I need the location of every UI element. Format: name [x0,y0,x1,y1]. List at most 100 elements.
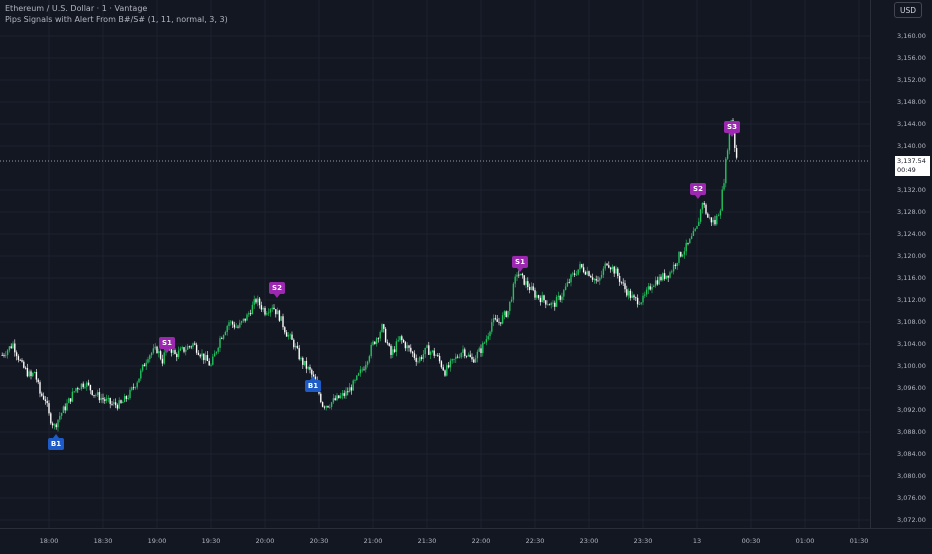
sell-signal-s1[interactable]: S1 [512,256,528,272]
up-candle [289,334,291,336]
up-candle [149,355,151,360]
down-candle [494,318,497,320]
down-candle [309,367,311,370]
price-tick-label: 3,160.00 [897,32,926,40]
down-candle [465,356,468,357]
up-candle [692,230,695,237]
buy-signal-b1[interactable]: B1 [305,376,321,392]
down-candle [390,345,392,355]
up-candle [424,347,426,355]
up-candle [672,264,675,272]
up-candle [105,398,108,401]
up-candle [644,294,646,296]
down-candle [413,353,416,358]
down-candle [618,275,621,282]
time-tick-label: 19:00 [147,537,167,545]
up-candle [213,353,216,357]
time-tick-label: 20:00 [255,537,275,545]
up-candle [530,286,533,291]
down-candle [291,334,293,340]
up-candle [451,359,453,361]
up-candle [78,388,81,390]
down-candle [469,354,471,358]
up-candle [71,391,74,402]
up-candle [287,335,290,337]
down-candle [104,399,106,401]
currency-button[interactable]: USD [894,2,922,18]
down-candle [374,341,376,345]
down-candle [539,297,542,303]
down-candle [278,310,281,321]
price-tick-label: 3,120.00 [897,252,926,260]
down-candle [102,397,104,400]
down-candle [120,400,122,403]
down-candle [231,321,234,325]
down-candle [255,299,257,303]
up-candle [248,313,250,315]
sell-signal-s2[interactable]: S2 [690,183,706,199]
down-candle [383,324,385,329]
down-candle [734,133,736,149]
buy-signal-b1[interactable]: B1 [48,434,64,450]
price-tick-label: 3,116.00 [897,274,926,282]
up-candle [266,313,268,315]
up-candle [570,274,572,283]
down-candle [347,391,349,393]
down-candle [440,361,443,368]
up-candle [366,361,369,365]
up-candle [204,355,207,361]
down-candle [37,379,39,383]
up-candle [129,389,131,399]
up-candle [230,321,232,323]
down-candle [321,402,324,407]
sell-signal-s2[interactable]: S2 [269,282,285,298]
up-candle [158,351,160,354]
down-candle [311,369,313,375]
up-candle [638,304,641,305]
price-tick-label: 3,124.00 [897,230,926,238]
down-candle [338,395,340,399]
down-candle [305,360,308,369]
up-candle [219,338,221,348]
sell-signal-s1[interactable]: S1 [159,337,175,353]
down-candle [629,290,632,298]
down-candle [64,406,66,411]
up-candle [215,351,218,354]
indicator-title[interactable]: Pips Signals with Alert From B#/S# (1, 1… [5,15,228,24]
symbol-title[interactable]: Ethereum / U.S. Dollar · 1 · Vantage [5,4,148,13]
down-candle [404,342,407,349]
up-candle [186,346,189,350]
up-candle [86,382,88,387]
down-candle [170,348,173,353]
down-candle [244,318,246,321]
down-candle [14,343,16,353]
up-candle [712,219,714,223]
chart-legend: Ethereum / U.S. Dollar · 1 · Vantage Pip… [5,3,228,25]
up-candle [681,254,684,257]
down-candle [55,424,57,428]
time-axis-divider [0,528,932,529]
up-candle [228,322,230,327]
down-candle [35,371,38,380]
up-candle [723,183,725,190]
down-candle [626,289,628,296]
down-candle [496,319,498,322]
up-candle [476,351,479,359]
down-candle [3,355,5,356]
up-candle [57,419,59,428]
down-candle [680,251,682,257]
up-candle [177,350,180,358]
down-candle [98,392,101,401]
down-candle [334,398,336,401]
down-candle [39,382,41,394]
down-candle [582,267,585,273]
sell-signal-s3[interactable]: S3 [724,121,740,137]
up-candle [698,221,700,227]
up-candle [640,302,642,305]
up-candle [212,356,214,365]
up-candle [541,295,543,303]
up-candle [8,346,11,351]
up-candle [690,236,693,239]
